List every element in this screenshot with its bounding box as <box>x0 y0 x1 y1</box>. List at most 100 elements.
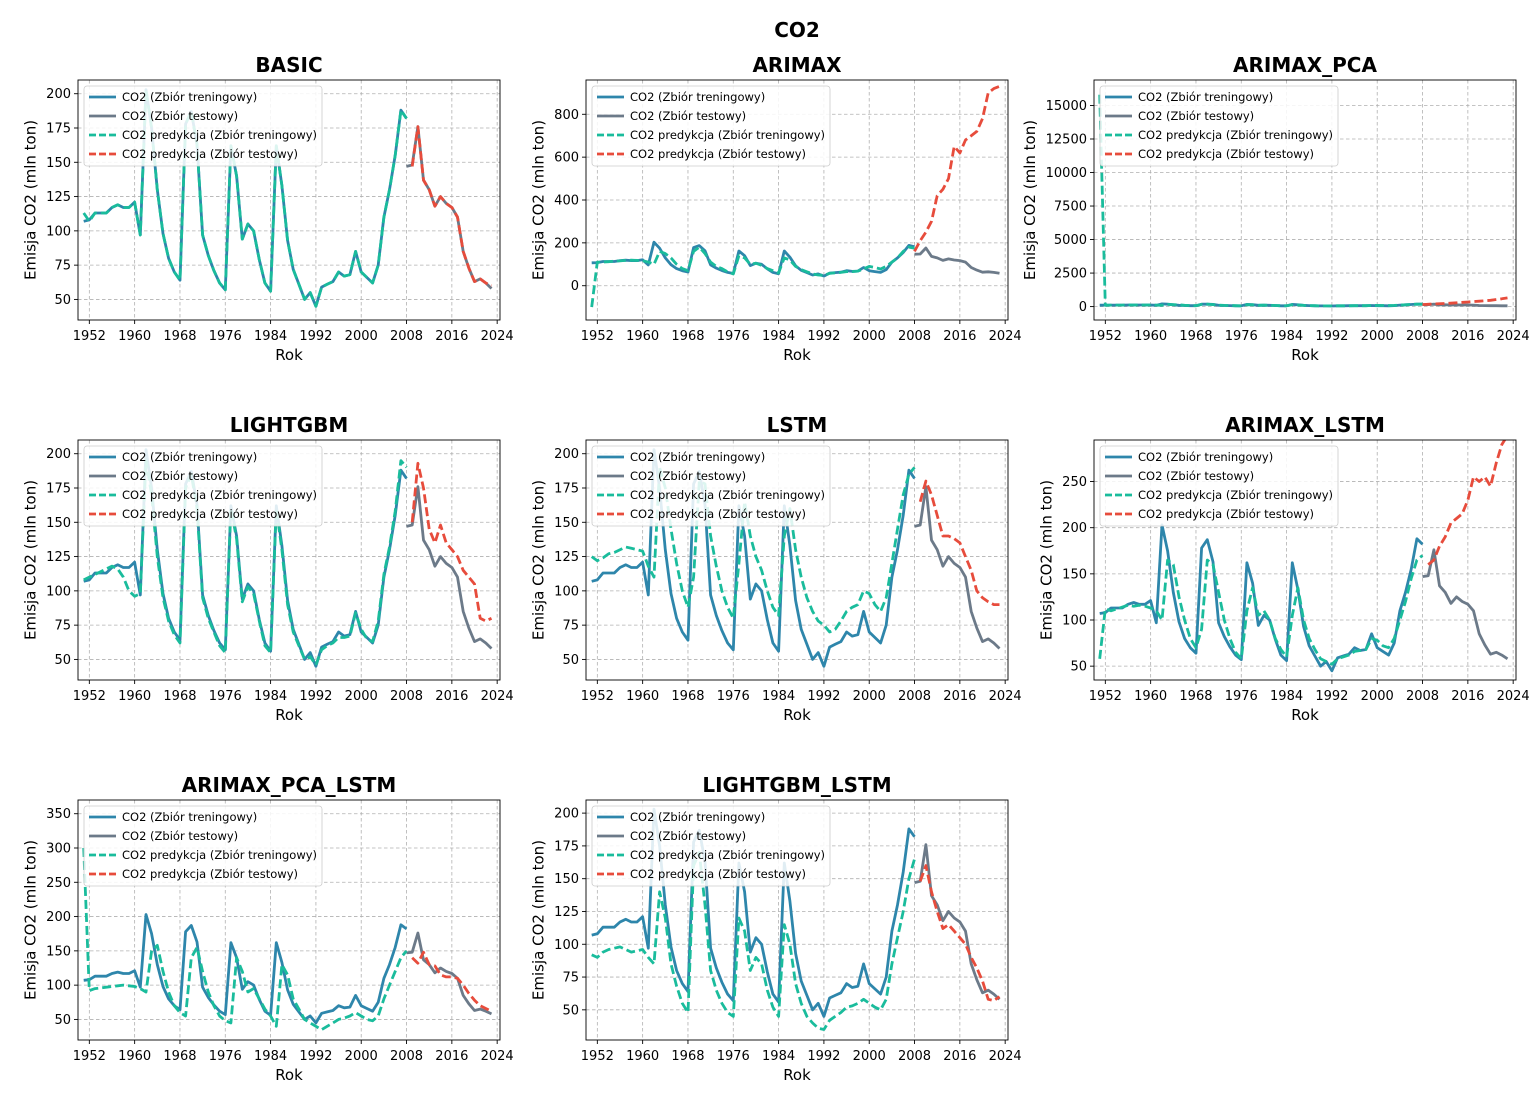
x-tick-label: 2008 <box>1406 689 1439 704</box>
subplot-title: ARIMAX_LSTM <box>1225 413 1385 437</box>
series-line-train <box>591 240 915 278</box>
y-tick-label: 175 <box>554 482 579 497</box>
x-tick-label: 2016 <box>435 1049 468 1064</box>
series-group <box>591 807 1001 1031</box>
legend-box <box>1099 85 1339 167</box>
y-tick-label: 50 <box>562 1003 579 1018</box>
x-axis-label: Rok <box>275 1066 303 1084</box>
legend-label-pred-train: CO2 predykcja (Zbiór treningowy) <box>630 848 825 862</box>
subplot-title: ARIMAX_PCA_LSTM <box>182 773 397 797</box>
y-tick-label: 15000 <box>1046 99 1087 114</box>
legend: CO2 (Zbiór treningowy) CO2 (Zbiór testowy… <box>1099 85 1339 167</box>
y-tick-label: 200 <box>46 910 71 925</box>
x-tick-label: 2016 <box>435 689 468 704</box>
x-tick-label: 2008 <box>390 329 423 344</box>
legend-label-train: CO2 (Zbiór treningowy) <box>1138 90 1273 104</box>
axes-frame <box>585 799 1009 1041</box>
x-tick-label: 2024 <box>481 1049 514 1064</box>
x-tick-label: 1984 <box>254 329 287 344</box>
y-tick-label: 100 <box>46 224 71 239</box>
legend: CO2 (Zbiór treningowy) CO2 (Zbiór testowy… <box>1099 445 1339 527</box>
y-tick-label: 50 <box>54 653 71 668</box>
legend-label-train: CO2 (Zbiór treningowy) <box>122 810 257 824</box>
x-tick-label: 2008 <box>1406 329 1439 344</box>
y-tick-label: 50 <box>562 653 579 668</box>
series-line-test <box>406 931 493 1016</box>
figure-suptitle: CO2 <box>774 18 820 42</box>
x-tick-label: 1976 <box>209 329 242 344</box>
series-line-train <box>1099 523 1424 673</box>
x-tick-label: 1952 <box>73 689 106 704</box>
subplot-arimax: 1952 1960 1968 1976 1984 1992 2000 2008 2016 2024… <box>529 53 1021 364</box>
x-tick-label: 2000 <box>345 1049 378 1064</box>
legend-label-pred-test: CO2 predykcja (Zbiór testowy) <box>1138 507 1314 521</box>
subplot-title: ARIMAX <box>752 53 842 77</box>
series-group <box>82 88 493 308</box>
series-group <box>1098 440 1509 673</box>
y-tick-label: 100 <box>46 584 71 599</box>
y-tick-label: 175 <box>46 122 71 137</box>
y-tick-label: 150 <box>46 516 71 531</box>
x-tick-label: 1992 <box>299 1049 332 1064</box>
legend-label-pred-train: CO2 predykcja (Zbiór treningowy) <box>122 848 317 862</box>
series-line-pred-test <box>918 479 1000 606</box>
x-tick-label: 1984 <box>762 689 795 704</box>
x-tick-label: 1960 <box>118 329 151 344</box>
legend-label-train: CO2 (Zbiór treningowy) <box>630 810 765 824</box>
x-tick-label: 1976 <box>1225 689 1258 704</box>
x-tick-label: 1992 <box>1315 329 1348 344</box>
x-tick-label: 2024 <box>481 329 514 344</box>
legend-label-train: CO2 (Zbiór treningowy) <box>122 90 257 104</box>
legend-label-pred-train: CO2 predykcja (Zbiór treningowy) <box>630 488 825 502</box>
y-tick-label: 100 <box>46 979 71 994</box>
y-axis-label: Emisja CO2 (mln ton) <box>1037 480 1055 640</box>
y-tick-label: 125 <box>554 905 579 920</box>
series-group <box>1098 94 1508 308</box>
subplot-lstm: 1952 1960 1968 1976 1984 1992 2000 2008 2016 2024… <box>529 413 1021 724</box>
legend-label-test: CO2 (Zbiór testowy) <box>630 109 746 123</box>
legend: CO2 (Zbiór treningowy) CO2 (Zbiór testowy… <box>83 805 323 887</box>
y-tick-label: 75 <box>54 619 71 634</box>
subplot-title: LIGHTGBM <box>230 413 349 437</box>
y-tick-label: 300 <box>46 842 71 857</box>
axes-frame <box>77 79 501 321</box>
legend-label-test: CO2 (Zbiór testowy) <box>122 829 238 843</box>
y-axis-label: Emisja CO2 (mln ton) <box>529 480 547 640</box>
x-tick-label: 1960 <box>1134 329 1167 344</box>
x-tick-label: 2000 <box>853 329 886 344</box>
x-tick-label: 2024 <box>989 329 1022 344</box>
y-tick-label: 200 <box>554 236 579 251</box>
series-line-pred-test <box>1422 296 1508 306</box>
x-tick-label: 2024 <box>1497 329 1530 344</box>
x-tick-label: 2008 <box>390 689 423 704</box>
subplot-arimax_pca: 1952 1960 1968 1976 1984 1992 2000 2008 2016 2024… <box>1021 53 1530 364</box>
x-tick-label: 1968 <box>163 689 196 704</box>
y-tick-label: 200 <box>1062 521 1087 536</box>
x-axis-label: Rok <box>1291 346 1319 364</box>
subplot-title: BASIC <box>255 53 322 77</box>
x-tick-label: 1992 <box>299 329 332 344</box>
x-tick-label: 1968 <box>671 1049 704 1064</box>
x-tick-label: 2000 <box>345 689 378 704</box>
x-tick-label: 1976 <box>209 689 242 704</box>
y-tick-label: 150 <box>1062 567 1087 582</box>
y-tick-label: 150 <box>46 944 71 959</box>
y-tick-label: 10000 <box>1046 166 1087 181</box>
legend: CO2 (Zbiór treningowy) CO2 (Zbiór testowy… <box>83 85 323 167</box>
y-axis-label: Emisja CO2 (mln ton) <box>1021 120 1039 280</box>
x-tick-label: 1960 <box>626 329 659 344</box>
legend-box <box>1099 445 1339 527</box>
series-line-test <box>914 843 1001 1001</box>
legend-label-test: CO2 (Zbiór testowy) <box>1138 109 1254 123</box>
legend-label-test: CO2 (Zbiór testowy) <box>122 109 238 123</box>
y-tick-label: 12500 <box>1046 132 1087 147</box>
series-line-pred-train <box>590 466 916 634</box>
x-tick-label: 2000 <box>1361 329 1394 344</box>
x-tick-label: 2000 <box>1361 689 1394 704</box>
y-tick-label: 150 <box>554 516 579 531</box>
y-tick-label: 125 <box>46 190 71 205</box>
x-tick-label: 2016 <box>943 1049 976 1064</box>
x-tick-label: 1968 <box>163 1049 196 1064</box>
subplot-title: LSTM <box>767 413 828 437</box>
